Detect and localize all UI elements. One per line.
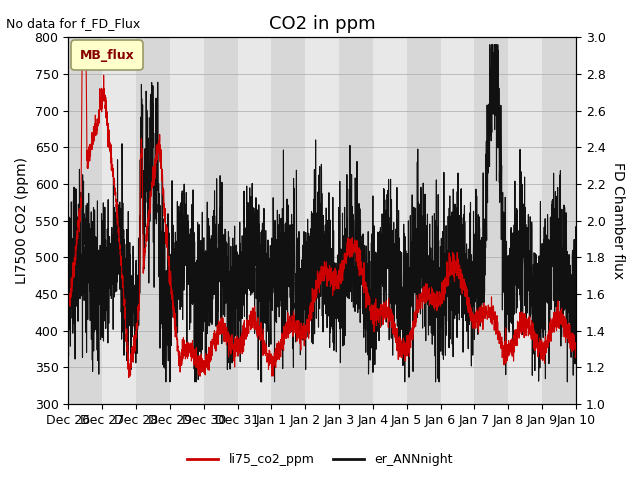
Bar [339,37,373,404]
Bar [68,37,102,404]
Bar [474,37,508,404]
Title: CO2 in ppm: CO2 in ppm [269,15,376,33]
Bar [136,37,170,404]
Text: No data for f_FD_Flux: No data for f_FD_Flux [6,17,141,30]
Legend: li75_co2_ppm, er_ANNnight: li75_co2_ppm, er_ANNnight [182,448,458,471]
Bar [204,37,237,404]
Bar [271,37,305,404]
Bar [407,37,440,404]
Y-axis label: FD Chamber flux: FD Chamber flux [611,162,625,279]
Y-axis label: LI7500 CO2 (ppm): LI7500 CO2 (ppm) [15,157,29,284]
Bar [542,37,576,404]
